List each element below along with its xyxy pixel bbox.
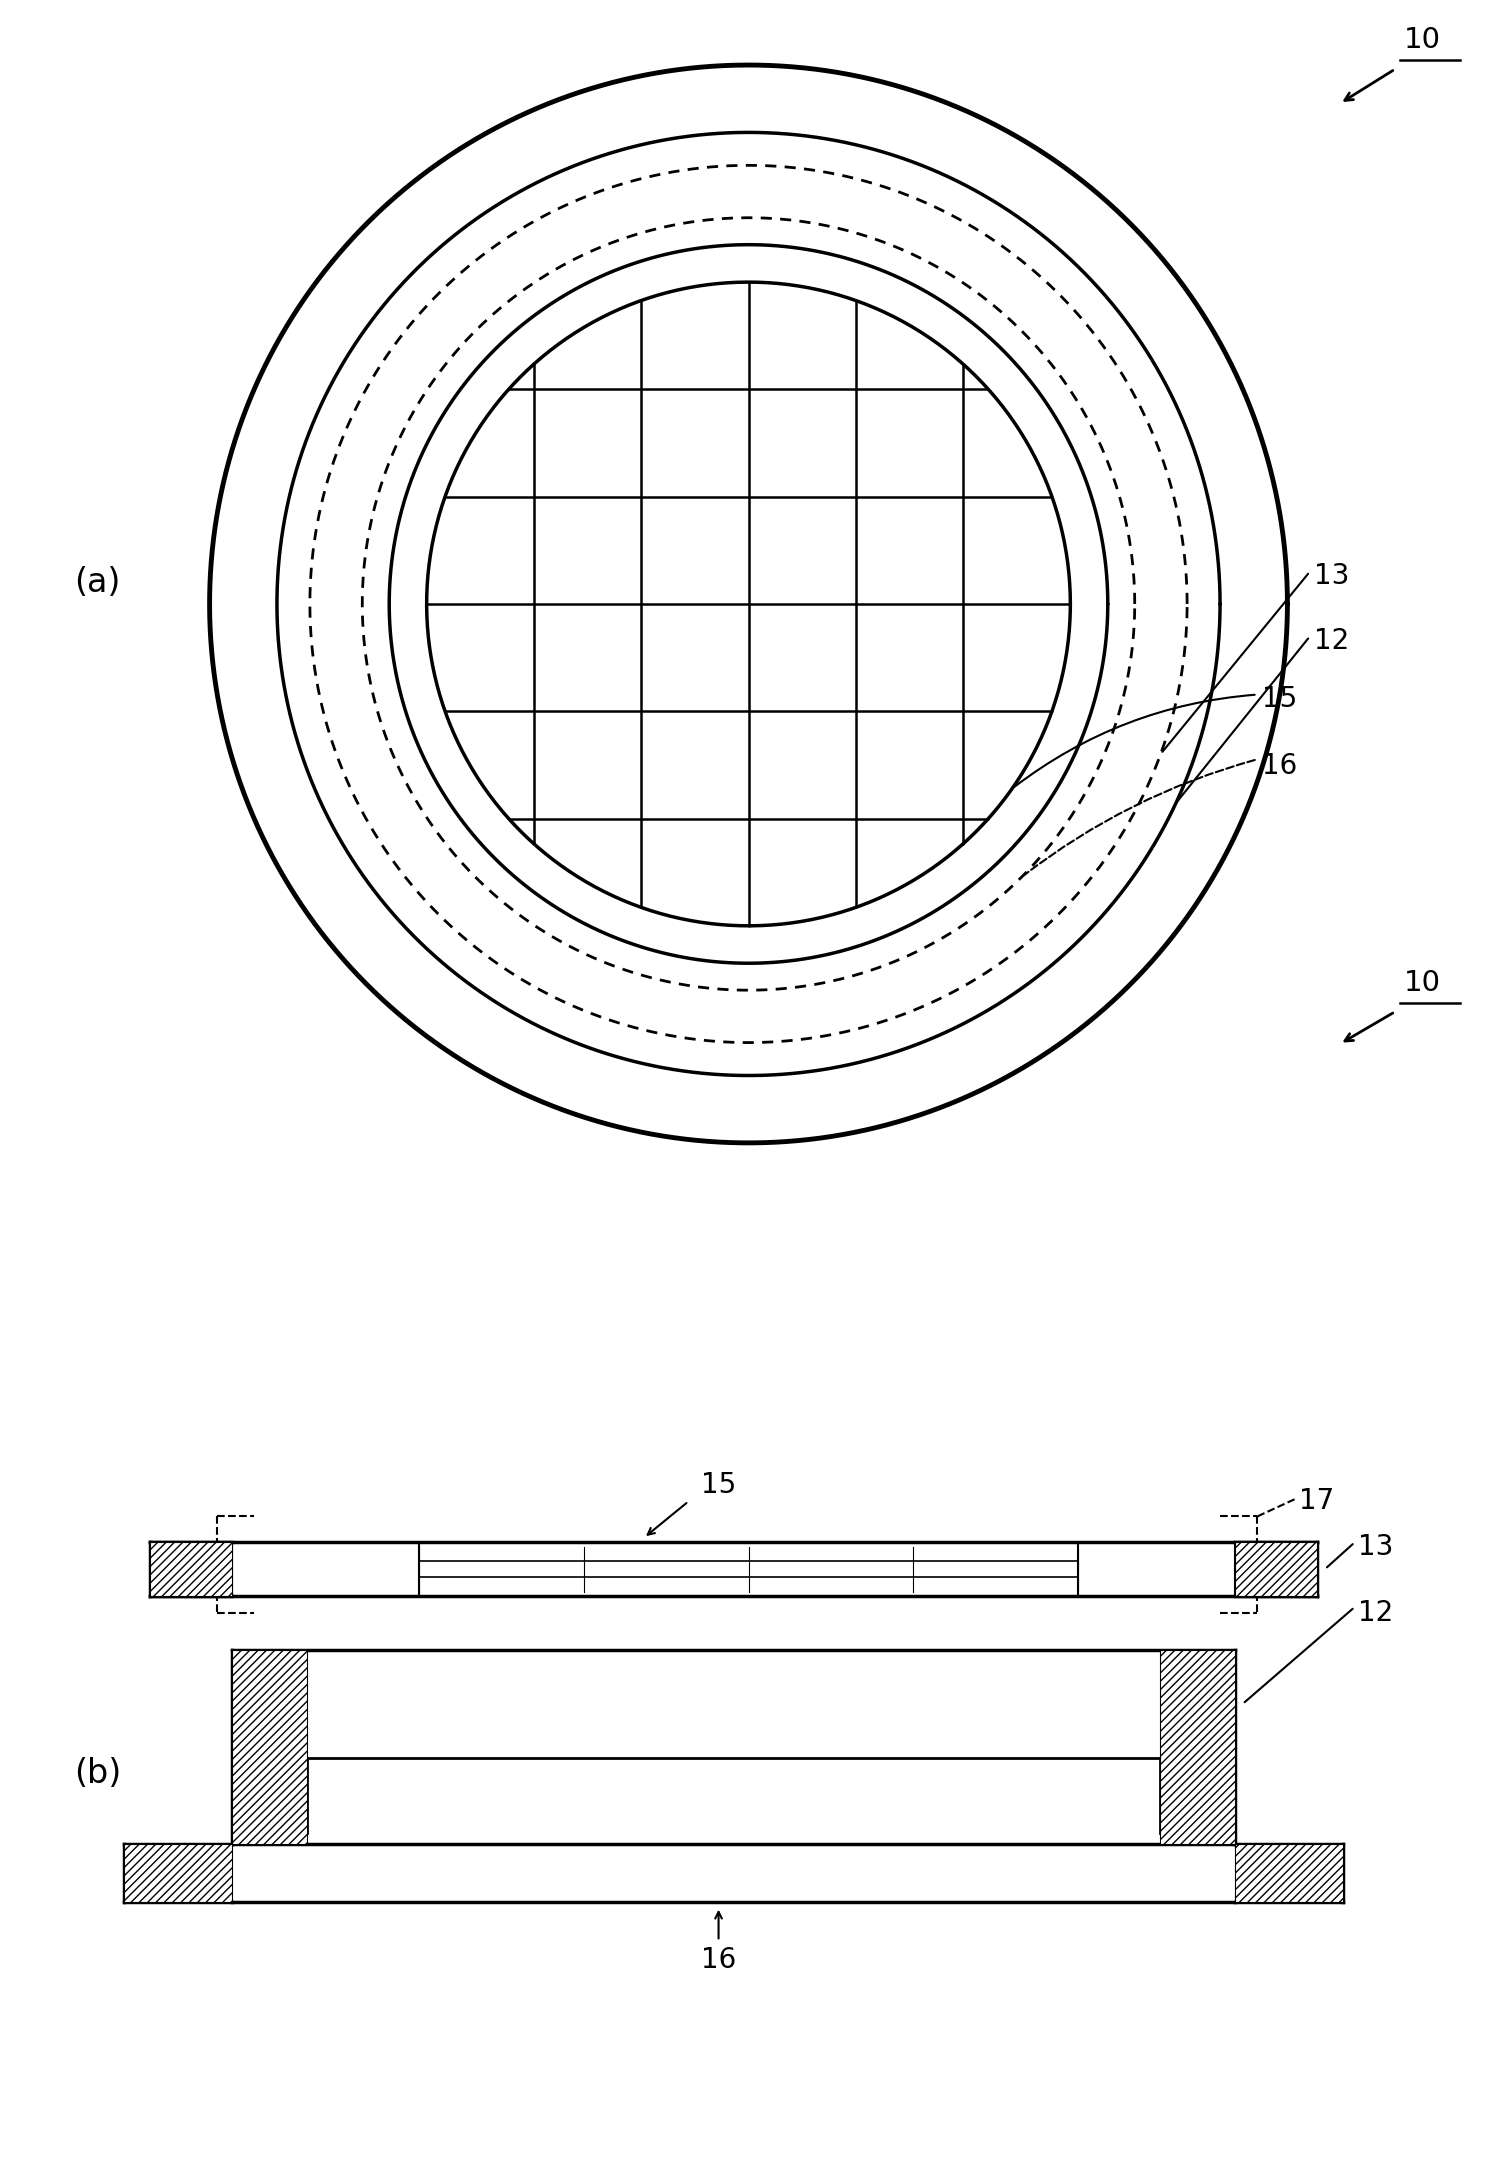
- Text: 12: 12: [1314, 628, 1350, 654]
- Text: 15: 15: [701, 1471, 737, 1499]
- Text: 16: 16: [1262, 753, 1298, 779]
- Text: 17: 17: [1299, 1488, 1335, 1514]
- Text: 10: 10: [1404, 26, 1442, 54]
- Text: 13: 13: [1314, 563, 1350, 589]
- Text: 10: 10: [1404, 968, 1442, 997]
- Text: 16: 16: [701, 1946, 737, 1974]
- Text: 12: 12: [1358, 1600, 1394, 1626]
- Text: 15: 15: [1262, 686, 1298, 712]
- Text: 13: 13: [1358, 1534, 1394, 1560]
- Text: (b): (b): [73, 1756, 121, 1790]
- Text: (a): (a): [75, 565, 120, 600]
